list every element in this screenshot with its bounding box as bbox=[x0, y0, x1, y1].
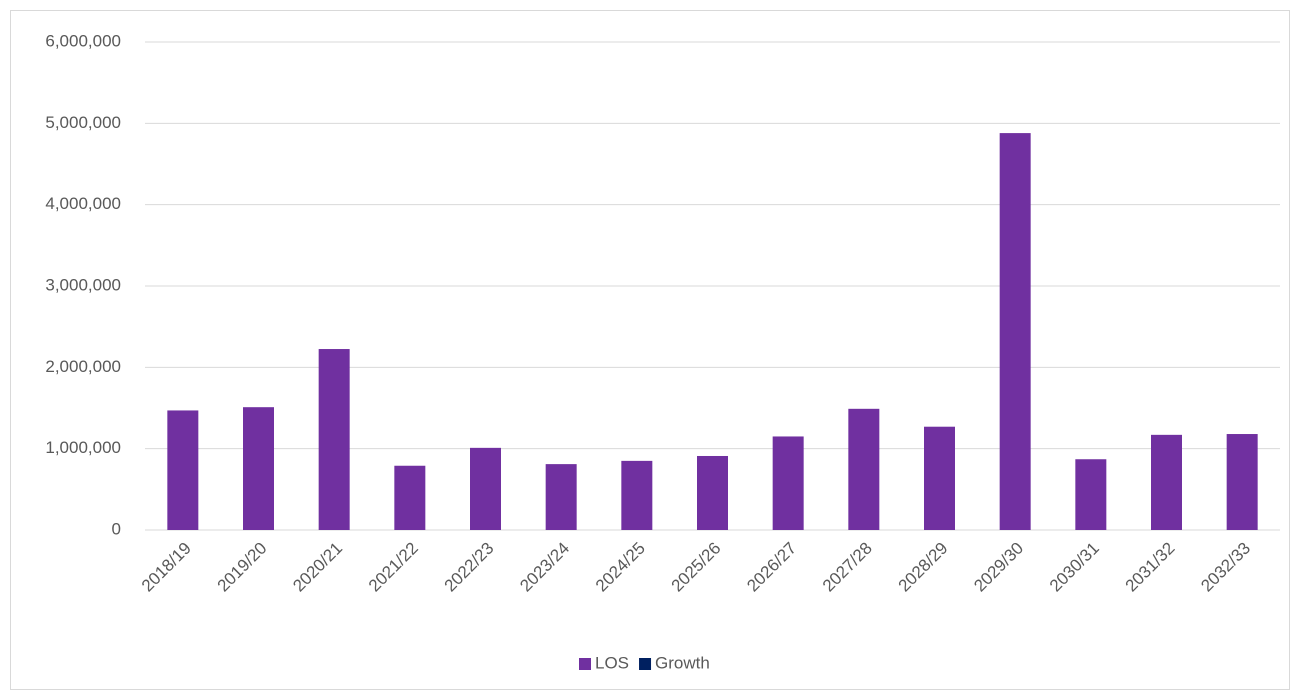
legend-label: LOS bbox=[595, 653, 629, 672]
y-tick-label: 6,000,000 bbox=[45, 31, 121, 50]
chart-border bbox=[10, 10, 1290, 690]
bar bbox=[470, 447, 501, 530]
bar bbox=[621, 460, 653, 530]
bar bbox=[243, 407, 274, 530]
bar bbox=[167, 410, 199, 530]
y-tick-label: 4,000,000 bbox=[45, 194, 121, 213]
bar bbox=[1151, 434, 1182, 530]
bar bbox=[999, 133, 1031, 531]
y-tick-label: 1,000,000 bbox=[45, 438, 121, 457]
y-tick-label: 0 bbox=[112, 519, 121, 538]
legend-swatch bbox=[579, 658, 591, 670]
bar bbox=[772, 436, 804, 530]
bar bbox=[697, 455, 728, 530]
legend-label: Growth bbox=[655, 653, 710, 672]
bar bbox=[318, 349, 350, 530]
legend-swatch bbox=[639, 658, 652, 670]
bar bbox=[394, 465, 426, 530]
y-tick-label: 2,000,000 bbox=[45, 357, 121, 376]
bar bbox=[545, 464, 577, 530]
bar bbox=[1075, 459, 1107, 530]
y-tick-label: 3,000,000 bbox=[45, 275, 121, 294]
bar bbox=[1226, 434, 1258, 530]
bar bbox=[848, 408, 880, 530]
y-tick-label: 5,000,000 bbox=[45, 113, 121, 132]
bar bbox=[924, 426, 955, 530]
